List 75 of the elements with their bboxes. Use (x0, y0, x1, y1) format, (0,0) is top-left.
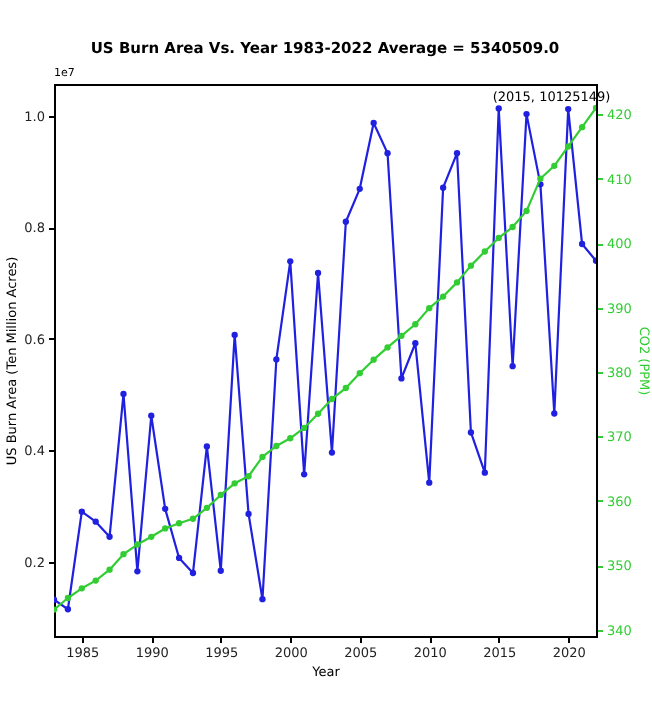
point (245, 510, 252, 518)
point (106, 566, 113, 573)
point (495, 234, 502, 242)
point (384, 344, 391, 351)
point (453, 149, 461, 157)
point (398, 332, 405, 339)
point (106, 533, 113, 540)
point (453, 279, 461, 286)
point (495, 105, 502, 112)
point (523, 110, 530, 118)
point (384, 149, 391, 157)
point (189, 515, 197, 522)
point (231, 331, 238, 339)
point (467, 262, 475, 269)
point (356, 370, 363, 377)
point (426, 479, 433, 486)
point (412, 340, 419, 347)
point (134, 541, 141, 548)
point (300, 471, 308, 478)
point (370, 356, 377, 363)
point (287, 435, 294, 442)
point (356, 185, 363, 192)
point (481, 248, 488, 255)
point (92, 577, 99, 584)
point (148, 533, 155, 540)
point (175, 520, 183, 527)
point (565, 143, 572, 150)
point (217, 491, 224, 499)
point (426, 304, 433, 312)
point (439, 184, 447, 191)
point (328, 449, 336, 456)
point (565, 105, 572, 113)
point (398, 375, 405, 382)
point (134, 568, 141, 575)
point (509, 223, 516, 231)
point (78, 585, 85, 592)
point (148, 412, 155, 419)
point (537, 175, 544, 182)
point (245, 473, 252, 480)
point (578, 124, 586, 131)
point (370, 119, 377, 127)
point (328, 395, 336, 403)
point (412, 321, 419, 328)
point (314, 410, 322, 417)
point (162, 505, 169, 513)
point (78, 508, 85, 515)
point (273, 442, 280, 450)
point (217, 567, 224, 574)
point (300, 424, 308, 432)
point (287, 258, 294, 265)
point (467, 429, 475, 436)
point (342, 218, 350, 225)
point (523, 207, 530, 215)
point (203, 504, 211, 511)
point (64, 606, 72, 613)
point (273, 356, 280, 363)
point (203, 443, 211, 450)
point (342, 384, 350, 392)
point (64, 594, 72, 602)
point (120, 390, 127, 398)
point (439, 293, 447, 300)
point (551, 410, 558, 417)
point (120, 551, 127, 558)
point (231, 480, 238, 487)
point (189, 569, 197, 577)
point (175, 554, 183, 562)
point (509, 362, 516, 370)
point (551, 162, 558, 169)
point (314, 269, 322, 277)
point (578, 240, 586, 248)
point (259, 596, 266, 603)
point (162, 525, 169, 532)
point (92, 518, 99, 525)
point (259, 453, 266, 461)
point (481, 469, 488, 476)
